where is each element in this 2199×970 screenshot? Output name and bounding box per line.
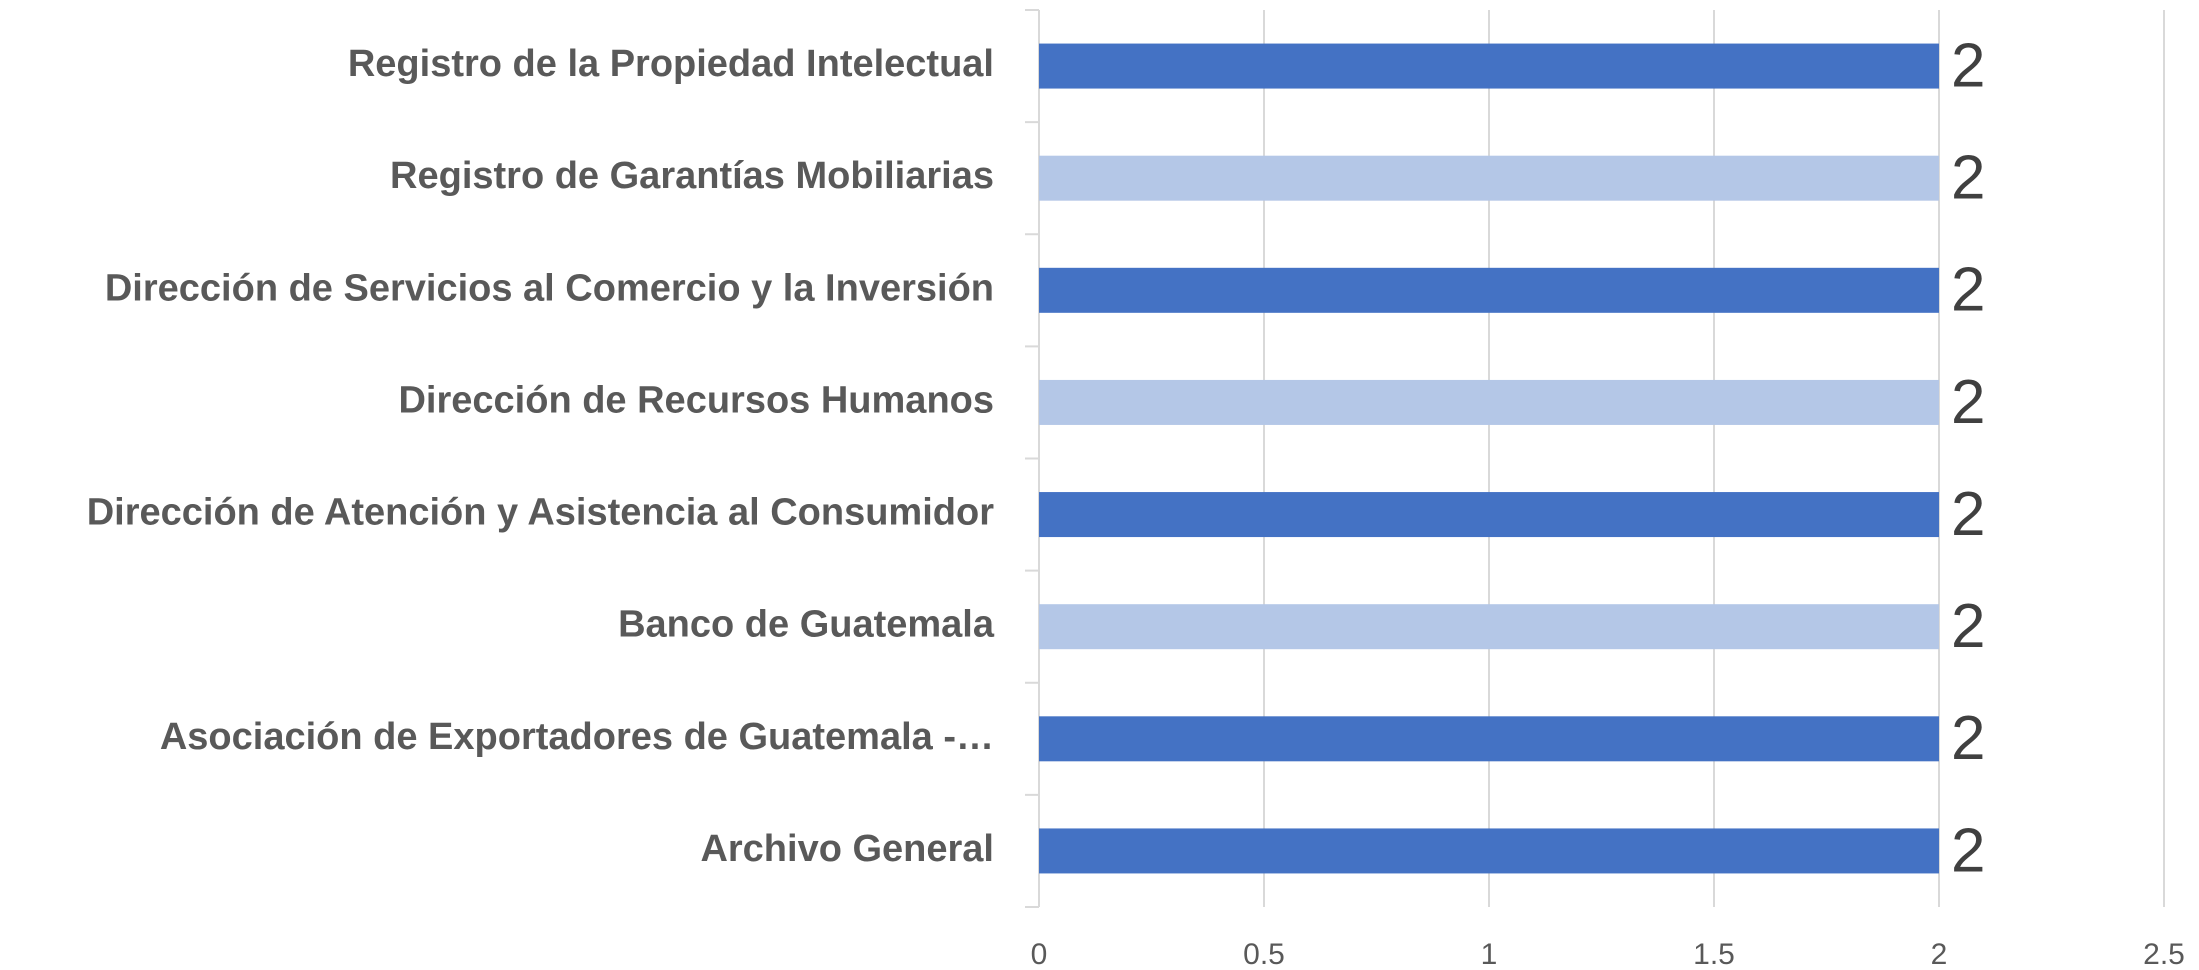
data-label: 2 (1951, 368, 1985, 437)
data-label: 2 (1951, 144, 1985, 213)
data-label: 2 (1951, 704, 1985, 773)
data-label: 2 (1951, 31, 1985, 100)
y-tick-label: Archivo General (700, 828, 994, 870)
bar (1039, 828, 1939, 874)
bar (1039, 492, 1939, 538)
x-tick-label: 1 (1481, 938, 1498, 970)
x-tick-label: 2 (1931, 938, 1948, 970)
bar (1039, 604, 1939, 650)
bar (1039, 43, 1939, 89)
x-tick-label: 0 (1031, 938, 1048, 970)
data-label: 2 (1951, 816, 1985, 885)
bar (1039, 155, 1939, 201)
y-tick-label: Dirección de Atención y Asistencia al Co… (87, 492, 994, 534)
y-tick-label: Registro de Garantías Mobiliarias (390, 155, 994, 197)
data-label: 2 (1951, 592, 1985, 661)
bar (1039, 267, 1939, 313)
bar (1039, 379, 1939, 425)
data-label: 2 (1951, 256, 1985, 325)
y-tick-label: Asociación de Exportadores de Guatemala … (160, 716, 994, 758)
y-tick-label: Registro de la Propiedad Intelectual (348, 43, 994, 85)
y-tick-label: Banco de Guatemala (618, 604, 995, 646)
bar (1039, 716, 1939, 762)
data-label: 2 (1951, 480, 1985, 549)
x-tick-label: 2.5 (2143, 938, 2185, 970)
x-tick-label: 0.5 (1243, 938, 1285, 970)
x-tick-label: 1.5 (1693, 938, 1735, 970)
y-tick-label: Dirección de Recursos Humanos (398, 379, 994, 421)
y-tick-label: Dirección de Servicios al Comercio y la … (105, 267, 994, 309)
